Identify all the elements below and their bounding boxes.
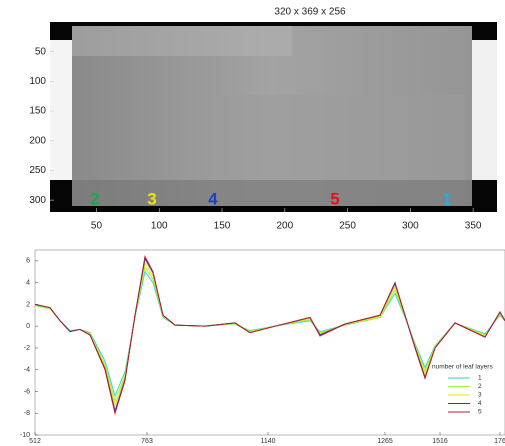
legend-label: 1 — [478, 375, 482, 382]
x-tick-label: 50 — [91, 221, 103, 232]
x-tick-label: 512 — [29, 438, 41, 445]
x-tick-label: 200 — [276, 221, 293, 232]
series-line — [34, 254, 505, 416]
x-tick-label: 176 — [494, 438, 505, 445]
x-tick-label: 150 — [214, 221, 231, 232]
y-tick-label: 150 — [29, 106, 46, 117]
x-tick-label: 1516 — [432, 438, 448, 445]
y-tick-label: -6 — [24, 388, 30, 395]
y-tick-label: -10 — [20, 432, 30, 439]
layer-label: 4 — [208, 189, 218, 208]
series-line — [34, 257, 505, 413]
legend-label: 4 — [478, 400, 482, 407]
x-tick-label: 763 — [141, 438, 153, 445]
legend-label: 5 — [478, 409, 482, 416]
y-tick-label: -4 — [24, 367, 30, 374]
y-tick-label: 50 — [35, 46, 47, 57]
x-tick-label: 1140 — [260, 438, 275, 445]
x-tick-label: 350 — [465, 221, 482, 232]
image-title: 320 x 369 x 256 — [274, 7, 346, 18]
x-tick-label: 1265 — [377, 438, 393, 445]
image-layer — [72, 26, 292, 56]
scan-image — [50, 22, 497, 212]
y-tick-label: 0 — [26, 323, 30, 330]
y-tick-label: -8 — [24, 410, 30, 417]
y-tick-label: 200 — [29, 135, 46, 146]
y-tick-label: 4 — [26, 279, 30, 286]
x-tick-label: 250 — [339, 221, 356, 232]
series-line — [34, 261, 505, 408]
layer-label: 2 — [90, 189, 99, 208]
x-tick-label: 300 — [402, 221, 419, 232]
y-tick-label: 6 — [26, 258, 30, 265]
layer-label: 5 — [330, 189, 339, 208]
legend-label: 3 — [478, 392, 482, 399]
x-tick-label: 100 — [151, 221, 168, 232]
y-tick-label: 300 — [29, 195, 46, 206]
legend-title: number of leaf layers — [432, 364, 493, 371]
y-tick-label: 250 — [29, 165, 46, 176]
y-tick-label: 100 — [29, 76, 46, 87]
series-line — [34, 266, 505, 403]
legend-label: 2 — [478, 383, 482, 390]
y-tick-label: -2 — [24, 345, 30, 352]
y-tick-label: 2 — [26, 301, 30, 308]
layer-label: 3 — [147, 189, 156, 208]
layer-label: 1 — [442, 189, 451, 208]
image-layer — [72, 180, 472, 206]
series-line — [34, 270, 505, 398]
plot-frame — [34, 249, 505, 436]
